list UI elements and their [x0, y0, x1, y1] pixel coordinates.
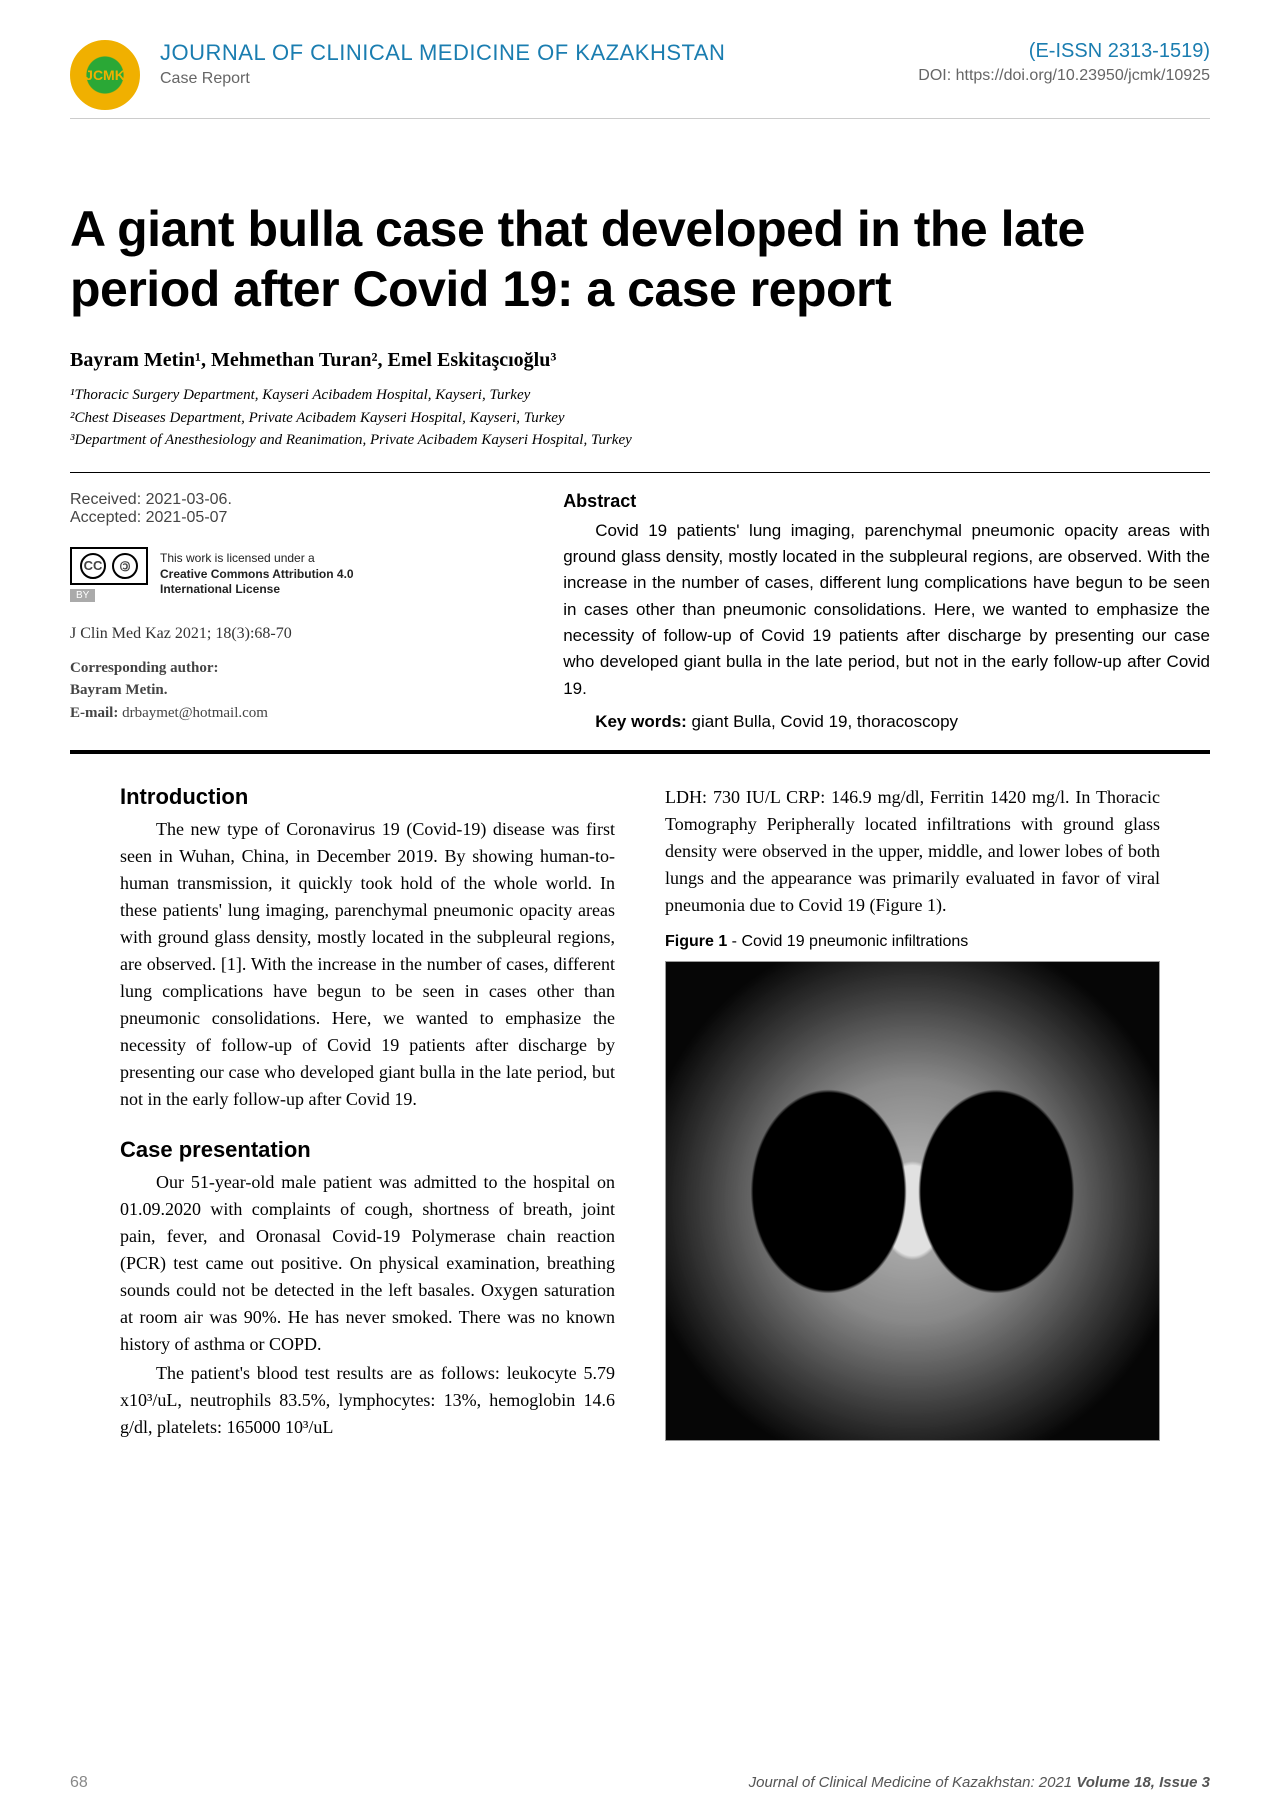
abstract-text: Covid 19 patients' lung imaging, parench… [563, 518, 1210, 702]
header-bar: JCMK JOURNAL OF CLINICAL MEDICINE OF KAZ… [70, 40, 1210, 119]
page-footer: 68 Journal of Clinical Medicine of Kazak… [70, 1774, 1210, 1792]
footer-journal: Journal of Clinical Medicine of Kazakhst… [749, 1774, 1210, 1792]
keywords-label: Key words: [595, 712, 687, 731]
journal-logo: JCMK [70, 40, 140, 110]
right-col-text: LDH: 730 IU/L CRP: 146.9 mg/dl, Ferritin… [665, 784, 1160, 919]
affiliations: ¹Thoracic Surgery Department, Kayseri Ac… [70, 384, 1210, 452]
corr-email-label: E-mail: [70, 705, 118, 721]
figure-1-image [665, 961, 1160, 1441]
affiliation-1: ¹Thoracic Surgery Department, Kayseri Ac… [70, 384, 1210, 407]
intro-paragraph: The new type of Coronavirus 19 (Covid-19… [120, 816, 615, 1113]
affiliation-2: ²Chest Diseases Department, Private Acib… [70, 407, 1210, 430]
cc-license: CC 🄯 BY This work is licensed under a Cr… [70, 547, 503, 603]
right-column: LDH: 730 IU/L CRP: 146.9 mg/dl, Ferritin… [665, 784, 1160, 1443]
corr-label: Corresponding author: [70, 660, 219, 676]
fig1-text: - Covid 19 pneumonic infiltrations [727, 933, 968, 950]
cc-badge: CC 🄯 BY [70, 547, 148, 603]
right-p1: LDH: 730 IU/L CRP: 146.9 mg/dl, Ferritin… [665, 784, 1160, 919]
figure-1-caption: Figure 1 - Covid 19 pneumonic infiltrati… [665, 933, 1160, 951]
abstract-block: Abstract Covid 19 patients' lung imaging… [563, 491, 1210, 732]
corresponding-author: Corresponding author: Bayram Metin. E-ma… [70, 657, 503, 725]
attribution-icon: 🄯 [112, 553, 138, 579]
issn: (E-ISSN 2313-1519) [918, 40, 1210, 63]
fig1-label: Figure 1 [665, 933, 727, 950]
corr-name: Bayram Metin. [70, 682, 167, 698]
citation: J Clin Med Kaz 2021; 18(3):68-70 [70, 625, 503, 643]
journal-name: JOURNAL OF CLINICAL MEDICINE OF KAZAKHST… [160, 40, 918, 66]
case-p2: The patient's blood test results are as … [120, 1360, 615, 1441]
abstract-heading: Abstract [563, 491, 1210, 512]
divider-thick [70, 750, 1210, 754]
article-type: Case Report [160, 70, 918, 88]
by-label: BY [70, 589, 95, 602]
logo-text: JCMK [85, 67, 125, 83]
dates: Received: 2021-03-06. Accepted: 2021-05-… [70, 491, 503, 527]
article-title: A giant bulla case that developed in the… [70, 199, 1210, 319]
keywords-value: giant Bulla, Covid 19, thoracoscopy [687, 712, 958, 731]
corr-email[interactable]: drbaymet@hotmail.com [122, 705, 268, 721]
case-heading: Case presentation [120, 1137, 615, 1163]
received-date: Received: 2021-03-06. [70, 491, 503, 509]
header-left: JOURNAL OF CLINICAL MEDICINE OF KAZAKHST… [160, 40, 918, 88]
left-column: Introduction The new type of Coronavirus… [120, 784, 615, 1443]
meta-left: Received: 2021-03-06. Accepted: 2021-05-… [70, 491, 503, 732]
cc-text: This work is licensed under a Creative C… [160, 551, 354, 598]
body-columns: Introduction The new type of Coronavirus… [70, 784, 1210, 1443]
introduction-text: The new type of Coronavirus 19 (Covid-19… [120, 816, 615, 1113]
divider-top [70, 472, 1210, 473]
cc-suffix: International License [160, 582, 280, 596]
page-number: 68 [70, 1774, 88, 1792]
cc-name: Creative Commons Attribution 4.0 [160, 567, 354, 581]
case-p1: Our 51-year-old male patient was admitte… [120, 1169, 615, 1358]
page: JCMK JOURNAL OF CLINICAL MEDICINE OF KAZ… [0, 0, 1280, 1820]
cc-intro: This work is licensed under a [160, 551, 315, 565]
header-right: (E-ISSN 2313-1519) DOI: https://doi.org/… [918, 40, 1210, 85]
keywords: Key words: giant Bulla, Covid 19, thorac… [563, 712, 1210, 732]
case-text: Our 51-year-old male patient was admitte… [120, 1169, 615, 1441]
cc-icon: CC [80, 553, 106, 579]
footer-volume: Volume 18, Issue 3 [1076, 1774, 1210, 1791]
doi-link[interactable]: DOI: https://doi.org/10.23950/jcmk/10925 [918, 67, 1210, 85]
abstract-body: Covid 19 patients' lung imaging, parench… [563, 518, 1210, 702]
footer-journal-text: Journal of Clinical Medicine of Kazakhst… [749, 1774, 1077, 1791]
introduction-heading: Introduction [120, 784, 615, 810]
affiliation-3: ³Department of Anesthesiology and Reanim… [70, 429, 1210, 452]
meta-section: Received: 2021-03-06. Accepted: 2021-05-… [70, 491, 1210, 732]
authors: Bayram Metin¹, Mehmethan Turan², Emel Es… [70, 349, 1210, 372]
accepted-date: Accepted: 2021-05-07 [70, 509, 503, 527]
